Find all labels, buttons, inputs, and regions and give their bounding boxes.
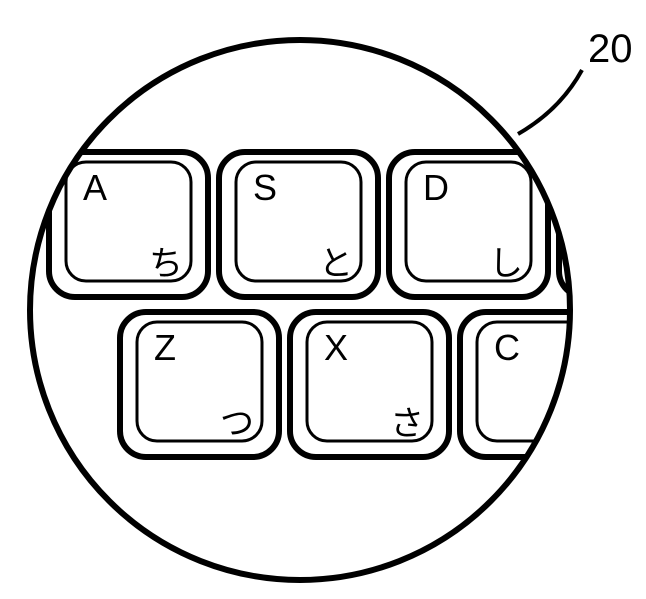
key-sub-label: つ xyxy=(220,405,254,443)
key-sub-label: さ xyxy=(390,405,424,443)
key-main-label: X xyxy=(324,327,348,368)
key-sub-label: と xyxy=(319,245,353,283)
key-main-label: Z xyxy=(154,327,176,368)
callout-label: 20 xyxy=(588,27,633,71)
key-base xyxy=(559,152,646,297)
key-sub-label: ち xyxy=(149,245,183,283)
key-main-label: A xyxy=(83,167,107,208)
key-sub-label: し xyxy=(489,245,523,283)
key-main-label: C xyxy=(494,327,520,368)
key-main-label: D xyxy=(423,167,449,208)
key-main-label: S xyxy=(253,167,277,208)
callout-leader xyxy=(518,70,582,134)
key-top[interactable] xyxy=(576,162,646,281)
